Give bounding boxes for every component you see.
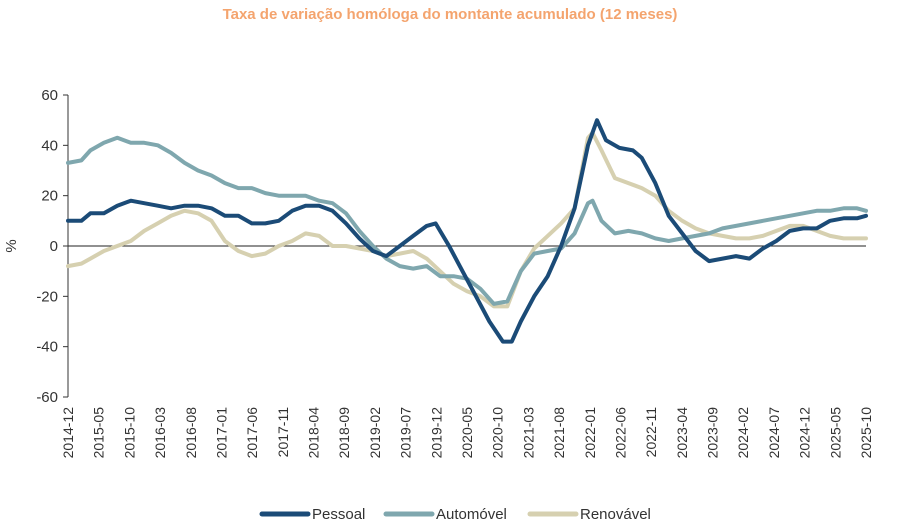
x-tick-label: 2022-01: [582, 407, 598, 459]
legend-label-pessoal: Pessoal: [312, 506, 365, 523]
x-tick-label: 2016-03: [152, 407, 168, 459]
y-axis-label: %: [3, 239, 20, 252]
y-tick-label: 0: [50, 238, 58, 255]
x-tick-label: 2024-12: [797, 407, 813, 459]
x-tick-label: 2024-07: [766, 407, 782, 459]
series-line-pessoal: [66, 118, 868, 344]
y-tick-label: -60: [36, 389, 58, 406]
x-tick-label: 2019-02: [367, 407, 383, 459]
series-lines: [66, 118, 868, 344]
legend-label-renovavel: Renovável: [580, 506, 651, 523]
series-line-automovel: [66, 135, 868, 306]
x-tick-label: 2017-06: [244, 407, 260, 459]
chart-title: Taxa de variação homóloga do montante ac…: [222, 6, 678, 23]
x-tick-label: 2016-08: [183, 407, 199, 459]
x-tick-label: 2024-02: [735, 407, 751, 459]
x-tick-label: 2023-04: [674, 407, 690, 459]
x-tick-label: 2025-05: [827, 407, 843, 459]
x-tick-label: 2015-10: [121, 407, 137, 459]
x-tick-label: 2023-09: [705, 407, 721, 459]
x-tick-label: 2021-08: [551, 407, 567, 459]
x-tick-label: 2018-09: [336, 407, 352, 459]
y-tick-label: 60: [41, 87, 58, 104]
legend: Pessoal Automóvel Renovável: [259, 506, 651, 523]
y-tick-label: 20: [41, 188, 58, 205]
x-tick-label: 2020-05: [459, 407, 475, 459]
x-tick-label: 2018-04: [306, 407, 322, 459]
y-axis: -60 -40 -20 0 20 40 60: [36, 87, 69, 406]
y-tick-label: 40: [41, 137, 58, 154]
x-tick-label: 2020-10: [490, 407, 506, 459]
legend-label-automovel: Automóvel: [436, 506, 507, 523]
x-tick-label: 2017-11: [275, 407, 291, 458]
x-tick-label: 2022-11: [643, 407, 659, 458]
x-tick-label: 2022-06: [612, 407, 628, 459]
x-tick-label: 2019-07: [398, 407, 414, 459]
x-tick-label: 2025-10: [858, 407, 874, 459]
x-tick-label: 2019-12: [428, 407, 444, 459]
x-tick-label: 2014-12: [60, 407, 76, 459]
x-axis: 2014-12 2015-05 2015-10 2016-03 2016-08 2017-…: [60, 407, 874, 459]
x-tick-label: 2021-03: [520, 407, 536, 459]
y-tick-label: -40: [36, 339, 58, 356]
y-tick-label: -20: [36, 288, 58, 305]
x-tick-label: 2015-05: [91, 407, 107, 459]
x-tick-label: 2017-01: [213, 407, 229, 459]
